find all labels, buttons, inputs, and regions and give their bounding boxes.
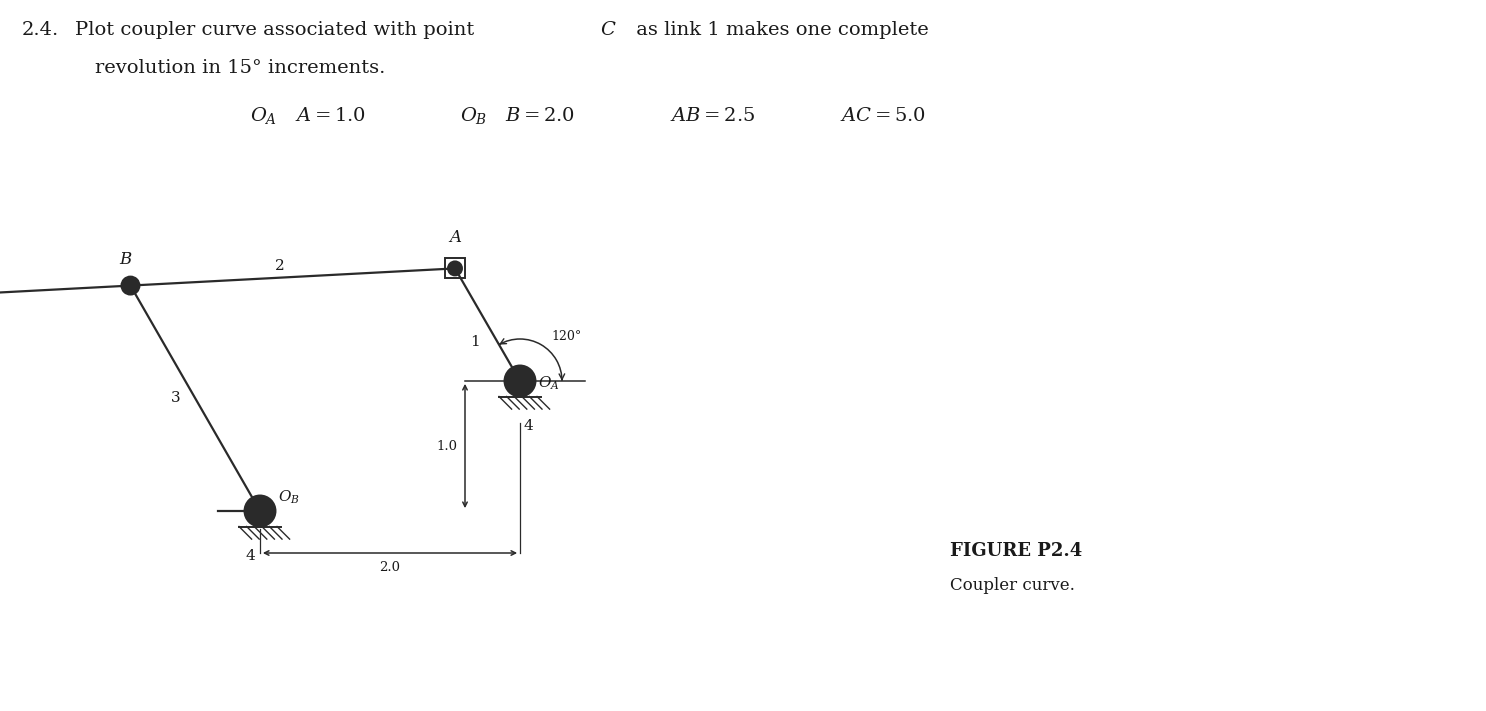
Text: 120°: 120°	[551, 331, 581, 343]
Text: $A$: $A$	[447, 230, 462, 247]
Text: $O_A$: $O_A$	[538, 374, 560, 392]
Text: 3: 3	[171, 391, 180, 405]
Text: $AB = 2.5$: $AB = 2.5$	[670, 107, 755, 125]
Circle shape	[447, 262, 462, 275]
Text: as link 1 makes one complete: as link 1 makes one complete	[630, 21, 929, 39]
Text: $B$: $B$	[119, 250, 132, 267]
Text: 1.0: 1.0	[435, 439, 458, 452]
Text: FIGURE P2.4: FIGURE P2.4	[950, 542, 1082, 560]
Circle shape	[505, 365, 535, 397]
Circle shape	[514, 375, 526, 387]
Bar	[444, 258, 465, 279]
Text: 4: 4	[525, 419, 533, 433]
Text: 2: 2	[275, 259, 285, 273]
Text: $O_A$: $O_A$	[250, 105, 278, 127]
Circle shape	[122, 277, 140, 294]
Text: $AC = 5.0$: $AC = 5.0$	[840, 107, 926, 125]
Circle shape	[245, 496, 275, 527]
Text: $A = 1.0$: $A = 1.0$	[296, 107, 366, 125]
Text: 2.0: 2.0	[379, 561, 401, 574]
Text: 4: 4	[245, 549, 256, 563]
Text: Coupler curve.: Coupler curve.	[950, 577, 1074, 594]
Circle shape	[254, 505, 266, 518]
Text: $O_B$: $O_B$	[278, 488, 300, 506]
Text: C: C	[600, 21, 615, 39]
Text: revolution in 15° increments.: revolution in 15° increments.	[95, 59, 385, 77]
Text: Plot coupler curve associated with point: Plot coupler curve associated with point	[74, 21, 480, 39]
Text: $O_B$: $O_B$	[461, 105, 487, 127]
Text: $B = 2.0$: $B = 2.0$	[505, 107, 575, 125]
Text: 2.4.: 2.4.	[22, 21, 59, 39]
Text: 1: 1	[470, 335, 480, 348]
